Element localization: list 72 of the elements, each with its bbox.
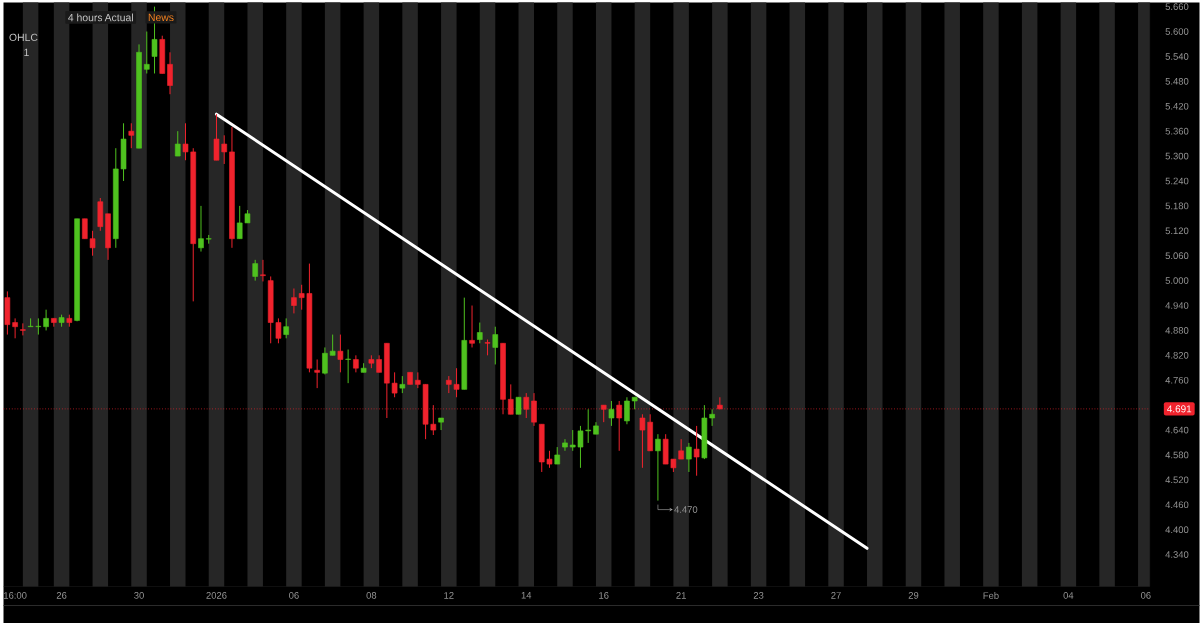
candlestick (686, 442, 692, 473)
y-tick-label: 4.760 (1165, 376, 1189, 384)
y-tick-label: 5.360 (1165, 127, 1189, 135)
candlestick (314, 358, 320, 389)
y-tick-label: 4.640 (1165, 426, 1189, 434)
x-tick-label: Feb (983, 591, 999, 599)
y-tick-label: 4.460 (1165, 501, 1189, 508)
candlestick (260, 259, 266, 282)
candlestick (693, 425, 700, 477)
x-tick-label: 29 (908, 591, 919, 599)
x-tick-label: 2026 (206, 591, 227, 599)
y-tick-label: 4.940 (1165, 301, 1189, 309)
candlestick (329, 333, 336, 356)
candlestick (608, 400, 615, 427)
candlestick (438, 417, 444, 431)
x-tick-label: 26 (56, 591, 67, 599)
y-tick-label: 5.420 (1165, 102, 1189, 110)
y-tick-label: 4.580 (1165, 451, 1189, 459)
candlestick (291, 287, 297, 314)
annotation: 1 (24, 48, 29, 56)
candlestick (624, 396, 630, 425)
candlestick (144, 30, 150, 74)
y-tick-label: 4.520 (1165, 476, 1189, 483)
annotation: Actual (104, 13, 133, 22)
x-tick-label: 16 (599, 591, 609, 599)
candlestick (174, 130, 181, 157)
x-tick-label: 21 (676, 591, 686, 599)
candlestick (322, 346, 328, 375)
y-tick-label: 5.660 (1165, 3, 1189, 10)
candlestick (655, 433, 661, 501)
x-tick-label: 06 (289, 591, 299, 599)
candlestick (20, 322, 26, 336)
y-tick-label: 5.180 (1165, 202, 1189, 210)
y-tick-label: 4.400 (1165, 526, 1189, 533)
candlestick (43, 308, 49, 331)
y-tick-label: 5.480 (1165, 77, 1189, 85)
y-tick-label: 4.340 (1165, 551, 1189, 558)
annotation: OHLC (9, 33, 38, 41)
candlestick (252, 259, 258, 281)
x-tick-label: 12 (444, 591, 454, 599)
y-tick-label: 5.240 (1165, 177, 1189, 185)
x-tick-label: 08 (366, 591, 377, 599)
candlestick (562, 438, 568, 452)
annotation: News (148, 13, 174, 21)
candlestick (523, 392, 530, 419)
y-tick-label: 5.060 (1165, 252, 1189, 259)
candlestick (492, 325, 499, 365)
x-tick-label: 23 (753, 591, 764, 599)
x-tick-label: 16:00 (4, 591, 27, 599)
candlestick (345, 348, 351, 384)
candlestick (198, 205, 204, 252)
y-tick-label: 5.120 (1165, 227, 1189, 234)
y-tick-label: 5.600 (1165, 28, 1189, 35)
candlestick (167, 51, 173, 95)
y-tick-label: 5.000 (1165, 277, 1189, 284)
x-tick-label: 27 (831, 591, 841, 599)
x-tick-label: 04 (1063, 591, 1074, 599)
y-tick-label: 4.880 (1165, 326, 1189, 334)
annotation: 4 hours (68, 13, 103, 22)
candlestick (477, 321, 483, 344)
y-tick-label: 5.540 (1165, 52, 1189, 60)
ref-line-label: 4.691 (1167, 405, 1192, 413)
candlestick (283, 317, 289, 339)
x-tick-label: 06 (1140, 591, 1151, 599)
y-tick-label: 5.300 (1165, 152, 1189, 160)
annotation: 4.470 (674, 506, 698, 513)
candlestick (128, 122, 135, 149)
x-tick-label: 30 (134, 591, 144, 599)
x-tick-label: 14 (521, 591, 532, 599)
candlestick (469, 304, 475, 348)
y-tick-label: 4.820 (1165, 351, 1189, 359)
candlestick (337, 333, 344, 373)
